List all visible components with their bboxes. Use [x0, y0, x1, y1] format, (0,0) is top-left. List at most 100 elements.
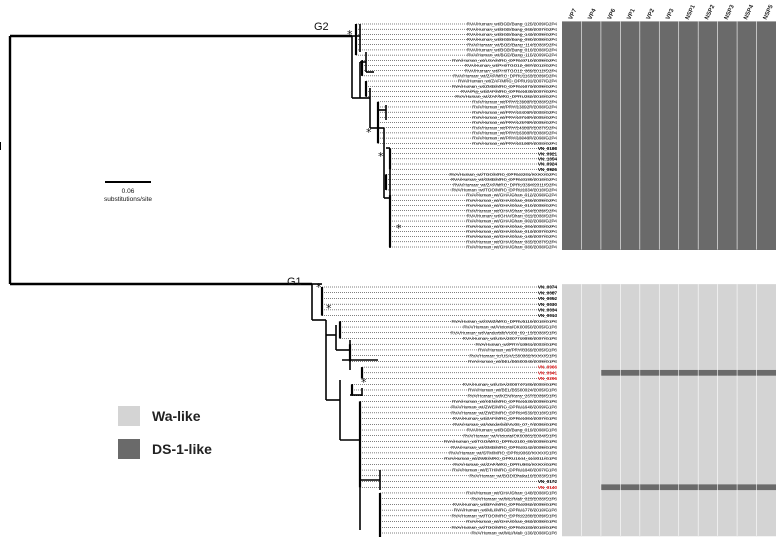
genotype-cell [639, 512, 660, 520]
genotype-cell [639, 73, 660, 79]
strain-label: VN_0172 [538, 479, 558, 484]
genotype-cell [717, 450, 738, 457]
genotype-cell [756, 284, 776, 291]
legend-wa-swatch [118, 406, 140, 426]
strain-label: RVA/Human_wt/Vanderbilt/VU08_09_13/2008/… [451, 330, 558, 335]
genotype-cell [659, 329, 680, 337]
genotype-cell [659, 182, 680, 188]
strain-labels: RVA/Human_wt/BGD/Bang_125/2009/G2P4RVA/H… [444, 22, 558, 536]
genotype-cell [678, 125, 699, 131]
genotype-cell [698, 104, 719, 110]
genotype-cell [620, 472, 641, 480]
genotype-cell [737, 109, 757, 116]
genotype-cell [620, 289, 641, 296]
genotype-cell [698, 239, 719, 245]
genotype-cell [698, 352, 719, 359]
genotype-cell [678, 455, 699, 462]
support-star: * [366, 126, 372, 139]
genotype-cell [659, 501, 680, 508]
genotype-cell [717, 329, 738, 337]
tree-branches [0, 23, 556, 537]
genotype-cell [581, 410, 602, 417]
genotype-cell [581, 507, 602, 514]
genotype-cell [639, 472, 660, 480]
genotype-cell [717, 369, 738, 377]
genotype-cell [581, 404, 602, 411]
genotype-cell [678, 415, 699, 422]
genotype-cell [698, 307, 719, 314]
genotype-cell [756, 524, 776, 531]
genotype-cell [659, 187, 680, 193]
genotype-cell [659, 176, 680, 183]
genotype-cell [717, 140, 738, 147]
genotype-cell [678, 57, 699, 64]
genotype-cell [620, 341, 641, 348]
genotype-cell [581, 239, 602, 245]
genotype-cell [620, 197, 641, 204]
genotype-cell [620, 512, 641, 520]
genotype-cell [581, 42, 602, 48]
genotype-cell [639, 57, 660, 64]
genotype-cell [600, 450, 621, 457]
genotype-cell [717, 213, 738, 219]
genotype-cell [698, 312, 719, 319]
genotype-cell [659, 239, 680, 245]
genotype-cell [756, 318, 776, 325]
genotype-cell [698, 57, 719, 64]
genotype-cell [737, 421, 757, 428]
genotype-cell [581, 140, 602, 147]
genotype-cell [678, 484, 699, 491]
genotype-cell [717, 166, 738, 173]
genotype-cell [737, 461, 757, 468]
genotype-cell [698, 364, 719, 371]
genotype-cell [562, 151, 582, 157]
genotype-cell [698, 213, 719, 219]
genotype-cell [562, 119, 582, 126]
genotype-cell [581, 109, 602, 116]
genotype-cell [620, 432, 641, 440]
genotype-cell [698, 130, 719, 136]
support-star: * [361, 376, 367, 389]
genotype-cell [756, 47, 776, 53]
genotype-cell [620, 104, 641, 110]
genotype-cell [737, 450, 757, 457]
genotype-cell [737, 455, 757, 462]
strain-label: RVA/Human_wt/PRY/16368R/2008/G2P4 [472, 131, 557, 136]
genotype-cell [756, 239, 776, 245]
genotype-cell [717, 501, 738, 508]
genotype-cell [756, 223, 776, 230]
genotype-cell [659, 467, 680, 474]
genotype-cell [620, 490, 641, 497]
genotype-cell [698, 318, 719, 325]
genotype-cell [698, 140, 719, 147]
genotype-cell [581, 228, 602, 235]
genotype-cell [659, 398, 680, 405]
genotype-cell [562, 301, 582, 308]
genotype-cell [600, 21, 621, 27]
genotype-cell [737, 524, 757, 531]
genotype-cell [756, 427, 776, 434]
genotype-cell [620, 324, 641, 331]
genotype-cell [620, 410, 641, 417]
genotype-cell [717, 444, 738, 451]
genotype-cell [581, 94, 602, 100]
genotype-cell [717, 398, 738, 405]
genotype-cell [581, 182, 602, 188]
genotype-cell [678, 398, 699, 405]
genotype-cell [737, 369, 757, 377]
genotype-cell [639, 312, 660, 319]
genotype-cell [756, 410, 776, 417]
genotype-cell [659, 324, 680, 331]
genotype-cell [737, 484, 757, 491]
genotype-cell [678, 42, 699, 48]
genotype-cell [659, 301, 680, 308]
genotype-cell [717, 472, 738, 480]
genotype-cell [620, 161, 641, 168]
genotype-cell [581, 335, 602, 342]
strain-label: VN_0941 [538, 370, 558, 375]
strain-label: VN_0030 [538, 302, 558, 307]
genotype-cell [620, 524, 641, 531]
genotype-cell [756, 347, 776, 354]
genotype-cell [620, 507, 641, 514]
genotype-cell [756, 387, 776, 394]
